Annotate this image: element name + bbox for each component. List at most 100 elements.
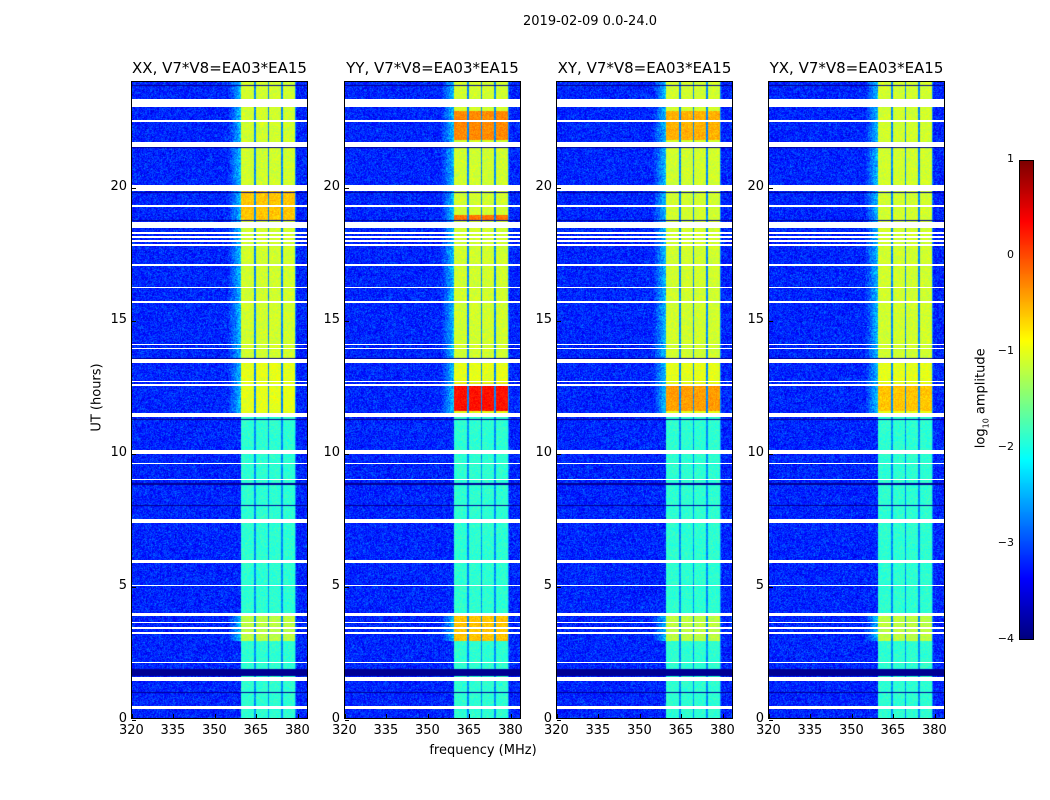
flagged-row (132, 244, 307, 246)
x-tick-mark (469, 714, 471, 718)
flagged-row (132, 358, 307, 363)
x-tick-label: 350 (201, 723, 227, 738)
flagged-row (345, 343, 520, 346)
x-tick-mark (256, 714, 258, 718)
flagged-row (769, 185, 944, 191)
flagged-row (345, 264, 520, 266)
y-tick-mark (557, 587, 561, 589)
flagged-row (132, 661, 307, 664)
heatmap-panel (556, 81, 733, 721)
flagged-row (557, 612, 732, 616)
flagged-row (557, 559, 732, 563)
y-tick-label: 5 (331, 578, 340, 594)
flagged-row (132, 301, 307, 303)
flagged-row (132, 380, 307, 383)
flagged-row (557, 286, 732, 289)
flagged-row (769, 627, 944, 629)
flagged-row (132, 584, 307, 587)
x-tick-label: 380 (921, 723, 947, 738)
y-tick-mark (769, 454, 773, 456)
flagged-row (557, 347, 732, 350)
flagged-row (557, 584, 732, 587)
colorbar-tick-label: −3 (997, 536, 1014, 549)
flagged-row (557, 661, 732, 664)
heatmap-panel (131, 81, 308, 721)
flagged-row (557, 244, 732, 246)
flagged-row (345, 706, 520, 709)
y-tick-label: 20 (110, 179, 127, 195)
flagged-row (345, 413, 520, 418)
flagged-row (345, 301, 520, 303)
flagged-row (557, 413, 732, 418)
flagged-row (345, 627, 520, 629)
y-tick-mark (557, 720, 561, 721)
flagged-row (769, 661, 944, 664)
flagged-row (769, 264, 944, 266)
flagged-row (769, 632, 944, 634)
flagged-row (132, 264, 307, 266)
flagged-row (557, 478, 732, 481)
x-tick-mark (510, 714, 512, 718)
flagged-row (769, 612, 944, 616)
y-tick-label: 10 (323, 445, 340, 461)
x-tick-label: 350 (414, 723, 440, 738)
y-tick-label: 15 (110, 312, 127, 328)
flagged-row (557, 222, 732, 228)
flagged-row (769, 676, 944, 681)
flagged-row (769, 236, 944, 238)
colorbar-tick-label: −2 (997, 440, 1014, 453)
y-tick-label: 0 (755, 711, 764, 726)
flagged-row (345, 559, 520, 563)
x-tick-label: 365 (668, 723, 694, 738)
x-tick-label: 335 (160, 723, 186, 738)
x-tick-label: 335 (797, 723, 823, 738)
flagged-row (345, 612, 520, 616)
x-tick-label: 365 (880, 723, 906, 738)
colorbar-tick-label: −1 (997, 344, 1014, 357)
flagged-row (345, 244, 520, 246)
y-tick-mark (345, 188, 349, 190)
heatmap-panel (344, 81, 521, 721)
flagged-row (769, 232, 944, 234)
y-tick-mark (132, 587, 136, 589)
flagged-row (132, 347, 307, 350)
x-tick-mark (297, 714, 299, 718)
y-tick-mark (345, 587, 349, 589)
x-tick-mark (427, 714, 429, 718)
flagged-row (557, 205, 732, 207)
y-tick-label: 20 (535, 179, 552, 195)
x-tick-label: 365 (456, 723, 482, 738)
flagged-row (769, 384, 944, 386)
flagged-row (132, 621, 307, 624)
flagged-row (345, 621, 520, 624)
y-tick-label: 5 (118, 578, 127, 594)
y-tick-mark (345, 454, 349, 456)
y-tick-label: 5 (755, 578, 764, 594)
flagged-row (769, 621, 944, 624)
flagged-row (769, 519, 944, 524)
y-tick-mark (769, 188, 773, 190)
flagged-row (557, 99, 732, 108)
flagged-row (345, 120, 520, 122)
flagged-row (557, 519, 732, 524)
flagged-row (769, 205, 944, 207)
flagged-row (557, 185, 732, 191)
flagged-row (769, 380, 944, 383)
x-tick-label: 320 (756, 723, 781, 738)
x-axis-label: frequency (MHz) (429, 743, 537, 758)
y-tick-label: 10 (110, 445, 127, 461)
flagged-row (557, 676, 732, 681)
x-tick-mark (769, 714, 770, 718)
flagged-row (345, 380, 520, 383)
y-tick-label: 0 (331, 711, 340, 726)
flagged-row (132, 205, 307, 207)
x-tick-mark (386, 714, 388, 718)
flagged-row (132, 120, 307, 122)
x-tick-label: 320 (332, 723, 357, 738)
flagged-row (345, 632, 520, 634)
y-tick-mark (132, 188, 136, 190)
flagged-row (345, 347, 520, 350)
y-tick-mark (557, 454, 561, 456)
y-tick-label: 15 (747, 312, 764, 328)
flagged-row (132, 632, 307, 634)
